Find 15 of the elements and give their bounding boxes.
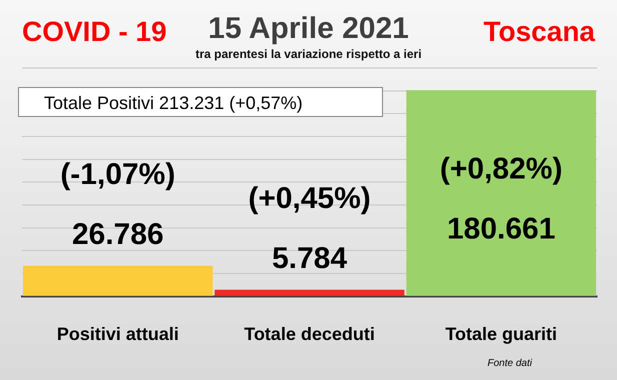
x-tick-label: Positivi attuali — [56, 324, 179, 344]
data-label: 26.786 — [72, 218, 164, 252]
text: Toscana — [483, 16, 595, 48]
chart-subtitle: tra parentesi la variazione rispetto a ieri — [194, 47, 423, 61]
data-label: 5.784 — [272, 242, 348, 276]
source-note: Fonte dati — [488, 358, 532, 369]
chart-title: 15 Aprile 2021 — [208, 12, 409, 45]
annotation: (+0,82%) — [440, 152, 562, 186]
annotation: (+0,45%) — [248, 182, 371, 216]
annotation: (-1,07%) — [60, 158, 176, 192]
text: COVID - 19 — [22, 16, 167, 48]
x-tick-label: Totale deceduti — [244, 324, 375, 344]
text-box: Totale Positivi 213.231 (+0,57%) — [18, 87, 383, 117]
data-label: 180.661 — [446, 212, 556, 246]
x-tick-label: Totale guariti — [445, 324, 558, 344]
